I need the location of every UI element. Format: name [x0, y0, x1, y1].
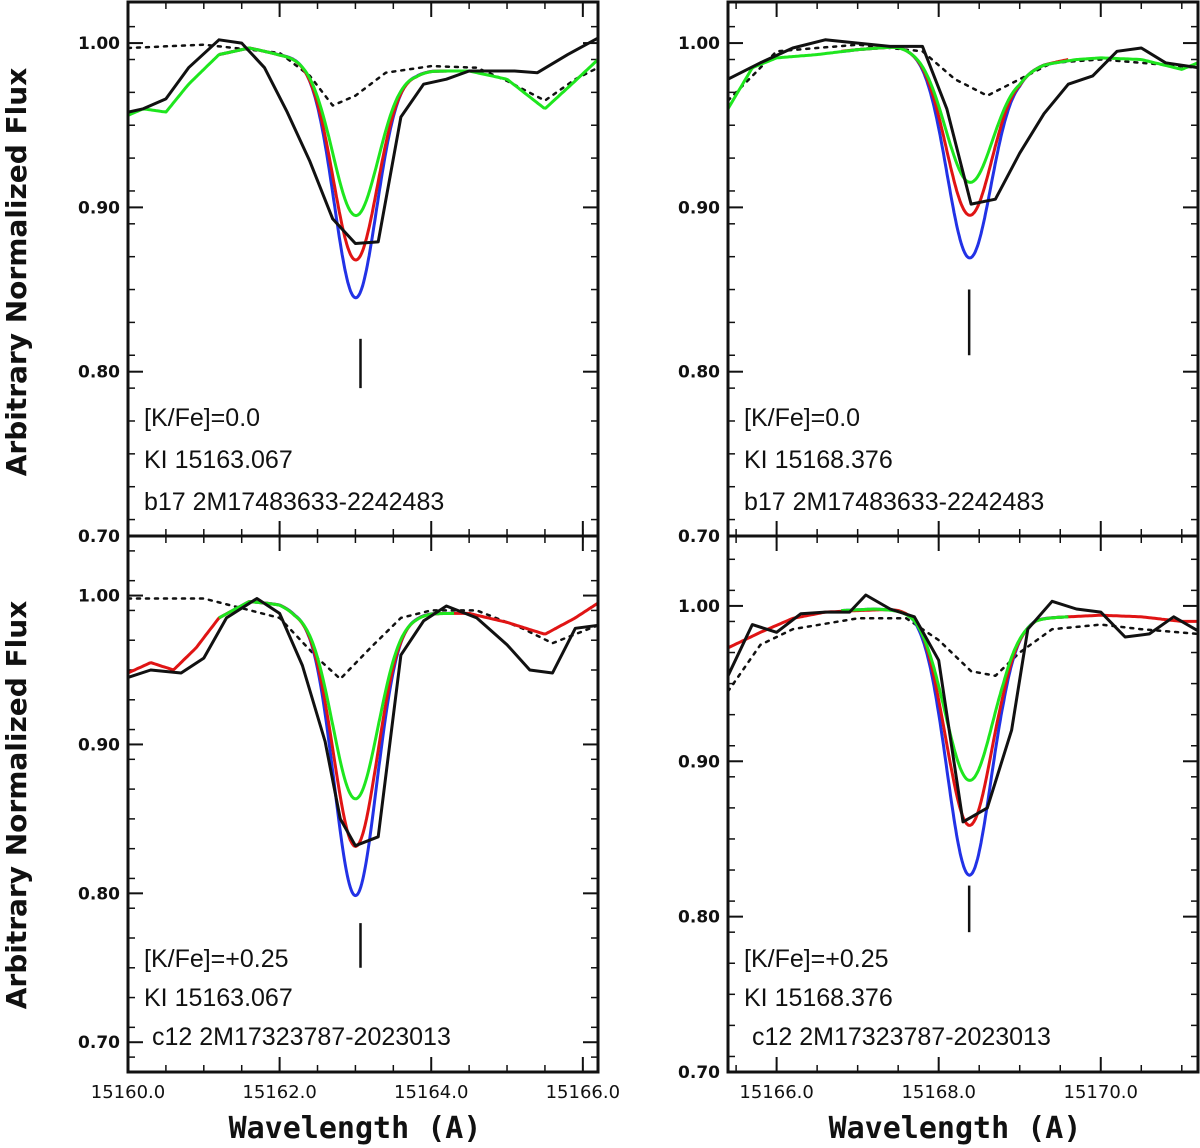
annotation-0: [K/Fe]=0.0 — [744, 404, 860, 432]
annotation-2: c12 2M17323787-2023013 — [752, 1023, 1051, 1051]
annotation-1: KI 15163.067 — [144, 446, 293, 474]
y-tick-label: 0.90 — [678, 198, 720, 218]
y-tick-label: 0.80 — [678, 363, 720, 383]
y-tick-label: 0.90 — [78, 735, 120, 755]
y-tick-label: 1.00 — [78, 34, 120, 54]
annotation-1: KI 15168.376 — [744, 984, 893, 1012]
panel-top-left: 0.70 0.80 0.90 1.00 [K/Fe]=0.0 KI 15163.067 b1… — [78, 0, 600, 547]
annotation-2: c12 2M17323787-2023013 — [152, 1023, 451, 1051]
y-tick-label: 1.00 — [678, 597, 720, 617]
panel-top-right: 0.70 0.80 0.90 1.00 [K/Fe]=0.0 KI 15168.376 b1… — [678, 0, 1200, 547]
series-green-line — [128, 46, 598, 218]
panel-frame — [126, 534, 600, 1074]
x-axis-title-left: Wavelength (A) — [229, 1111, 482, 1146]
x-tick-label: 15166.0 — [739, 1082, 813, 1103]
annotation-1: KI 15168.376 — [744, 446, 893, 474]
annotation-0: [K/Fe]=+0.25 — [744, 945, 889, 973]
y-tick-label: 1.00 — [78, 587, 120, 607]
x-tick-label: 15160.0 — [91, 1082, 165, 1103]
x-tick-label: 15164.0 — [394, 1082, 468, 1103]
x-tick-label: 15170.0 — [1064, 1082, 1138, 1103]
series-observed-line — [128, 597, 598, 848]
series-green-line — [728, 45, 1198, 184]
y-tick-label: 0.80 — [678, 908, 720, 928]
series-red-line — [128, 600, 598, 848]
series-observed-line — [128, 36, 598, 245]
y-tick-label: 1.00 — [678, 34, 720, 54]
series-dotted-line — [728, 43, 1198, 102]
annotation-1: KI 15163.067 — [144, 984, 293, 1012]
y-tick-label: 0.80 — [78, 363, 120, 383]
series-blue-line — [840, 607, 1069, 877]
panel-frame — [726, 534, 1200, 1074]
series-blue-line — [218, 46, 463, 300]
series-observed-line — [728, 593, 1198, 824]
y-tick-label: 0.90 — [678, 752, 720, 772]
series-green-line — [840, 607, 1069, 782]
x-tick-label: 15166.0 — [546, 1082, 620, 1103]
y-tick-label: 0.70 — [678, 1063, 720, 1083]
annotation-0: [K/Fe]=0.0 — [144, 404, 260, 432]
y-axis-title-top: Arbitrary Normalized Flux — [0, 68, 33, 477]
x-axis-title-right: Wavelength (A) — [829, 1111, 1082, 1146]
x-tick-label: 15168.0 — [901, 1082, 975, 1103]
annotation-2: b17 2M17483633-2242483 — [744, 488, 1044, 516]
series-dotted-line — [128, 43, 598, 107]
series-red-line — [728, 608, 1198, 827]
y-tick-label: 0.70 — [78, 527, 120, 547]
series-dotted-line — [128, 597, 598, 681]
series-blue-line — [840, 45, 1069, 260]
annotation-2: b17 2M17483633-2242483 — [144, 488, 444, 516]
series-green-line — [218, 600, 455, 801]
series-dotted-line — [728, 617, 1198, 693]
series-observed-line — [728, 38, 1198, 206]
x-tick-label: 15162.0 — [242, 1082, 316, 1103]
annotation-0: [K/Fe]=+0.25 — [144, 945, 289, 973]
y-axis-title-bottom: Arbitrary Normalized Flux — [0, 601, 33, 1010]
panel-bottom-left: 0.70 0.80 0.90 1.00 15160.0 15162.0 15164.0 151… — [78, 534, 620, 1103]
panel-bottom-right: 0.70 0.80 0.90 1.00 15166.0 15168.0 15170.0 [K/… — [678, 534, 1200, 1103]
y-tick-label: 0.90 — [78, 198, 120, 218]
y-tick-label: 0.70 — [678, 527, 720, 547]
y-tick-label: 0.70 — [78, 1033, 120, 1053]
y-tick-label: 0.80 — [78, 884, 120, 904]
